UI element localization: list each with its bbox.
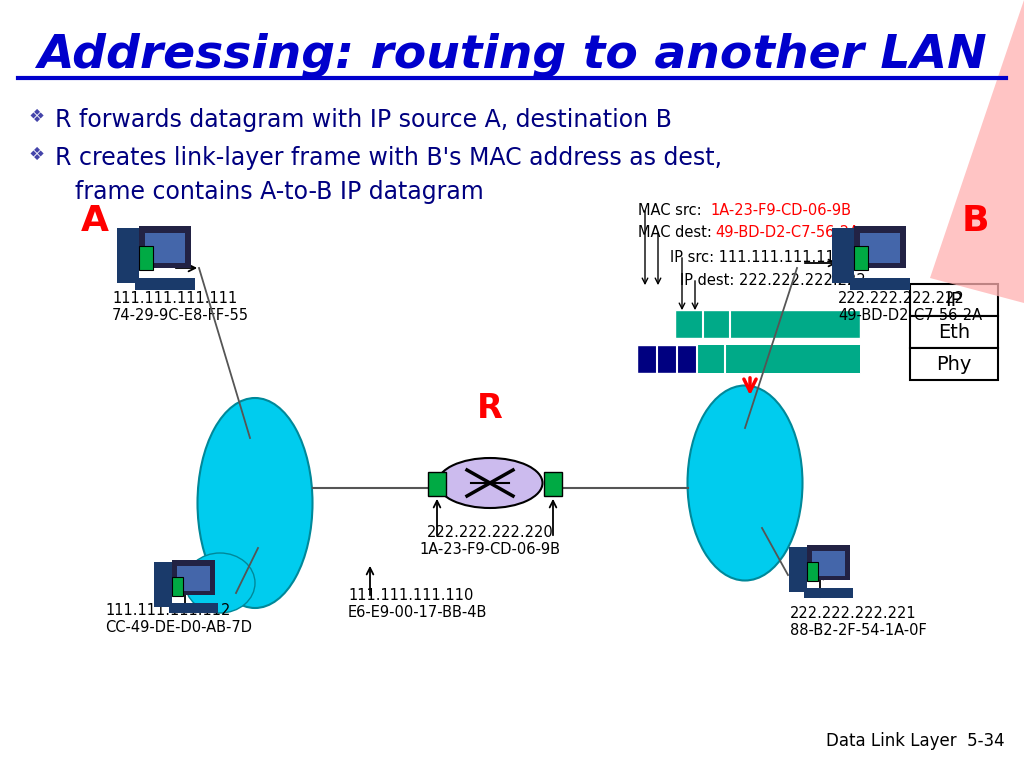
Text: Addressing: routing to another LAN: Addressing: routing to another LAN: [37, 33, 987, 78]
FancyBboxPatch shape: [139, 246, 153, 270]
Text: 222.222.222.221
88-B2-2F-54-1A-0F: 222.222.222.221 88-B2-2F-54-1A-0F: [790, 606, 927, 638]
Text: Phy: Phy: [936, 355, 972, 373]
Text: B: B: [962, 204, 989, 238]
Text: 222.222.222.220
1A-23-F9-CD-06-9B: 222.222.222.220 1A-23-F9-CD-06-9B: [420, 525, 560, 558]
FancyBboxPatch shape: [544, 472, 562, 496]
Text: MAC src:: MAC src:: [638, 203, 707, 218]
FancyBboxPatch shape: [831, 228, 854, 283]
FancyBboxPatch shape: [428, 472, 446, 496]
FancyBboxPatch shape: [177, 566, 210, 591]
Text: R forwards datagram with IP source A, destination B: R forwards datagram with IP source A, de…: [55, 108, 672, 132]
FancyBboxPatch shape: [910, 284, 998, 316]
Text: Data Link Layer  5-34: Data Link Layer 5-34: [826, 732, 1005, 750]
FancyBboxPatch shape: [697, 345, 860, 373]
Text: 222.222.222.222
49-BD-D2-C7-56-2A: 222.222.222.222 49-BD-D2-C7-56-2A: [838, 291, 982, 323]
FancyBboxPatch shape: [172, 561, 214, 594]
FancyBboxPatch shape: [804, 588, 853, 598]
FancyBboxPatch shape: [117, 228, 139, 283]
Ellipse shape: [185, 553, 255, 613]
Text: 111.111.111.110
E6-E9-00-17-BB-4B: 111.111.111.110 E6-E9-00-17-BB-4B: [348, 588, 487, 621]
Text: IP dest: 222.222.222.222: IP dest: 222.222.222.222: [680, 273, 865, 288]
Text: ❖: ❖: [28, 146, 44, 164]
Text: IP src: 111.111.111.111: IP src: 111.111.111.111: [670, 250, 844, 265]
FancyBboxPatch shape: [145, 233, 185, 263]
FancyBboxPatch shape: [637, 345, 860, 373]
FancyBboxPatch shape: [854, 246, 868, 270]
FancyBboxPatch shape: [139, 226, 191, 268]
Text: R creates link-layer frame with B's MAC address as dest,: R creates link-layer frame with B's MAC …: [55, 146, 722, 170]
Text: ❖: ❖: [28, 108, 44, 126]
Ellipse shape: [687, 386, 803, 581]
FancyBboxPatch shape: [910, 348, 998, 380]
Text: 49-BD-D2-C7-56-2A: 49-BD-D2-C7-56-2A: [715, 225, 859, 240]
FancyBboxPatch shape: [675, 310, 860, 338]
FancyBboxPatch shape: [807, 545, 850, 580]
Text: 111.111.111.111
74-29-9C-E8-FF-55: 111.111.111.111 74-29-9C-E8-FF-55: [112, 291, 249, 323]
FancyBboxPatch shape: [854, 226, 906, 268]
Text: Eth: Eth: [938, 323, 970, 342]
FancyBboxPatch shape: [850, 278, 910, 290]
Ellipse shape: [198, 398, 312, 608]
FancyBboxPatch shape: [154, 562, 172, 607]
Text: 1A-23-F9-CD-06-9B: 1A-23-F9-CD-06-9B: [710, 203, 851, 218]
FancyBboxPatch shape: [135, 278, 195, 290]
FancyBboxPatch shape: [169, 603, 218, 613]
FancyBboxPatch shape: [910, 316, 998, 348]
Polygon shape: [930, 0, 1024, 303]
FancyBboxPatch shape: [172, 577, 183, 597]
Text: 111.111.111.112
CC-49-DE-D0-AB-7D: 111.111.111.112 CC-49-DE-D0-AB-7D: [105, 603, 252, 635]
FancyBboxPatch shape: [807, 561, 818, 581]
Text: frame contains A-to-B IP datagram: frame contains A-to-B IP datagram: [75, 180, 483, 204]
Text: R: R: [477, 392, 503, 425]
FancyBboxPatch shape: [812, 551, 845, 576]
FancyBboxPatch shape: [860, 233, 900, 263]
Ellipse shape: [437, 458, 543, 508]
Text: A: A: [81, 204, 109, 238]
Text: IP: IP: [945, 290, 963, 310]
Text: MAC dest:: MAC dest:: [638, 225, 717, 240]
FancyBboxPatch shape: [788, 547, 807, 592]
